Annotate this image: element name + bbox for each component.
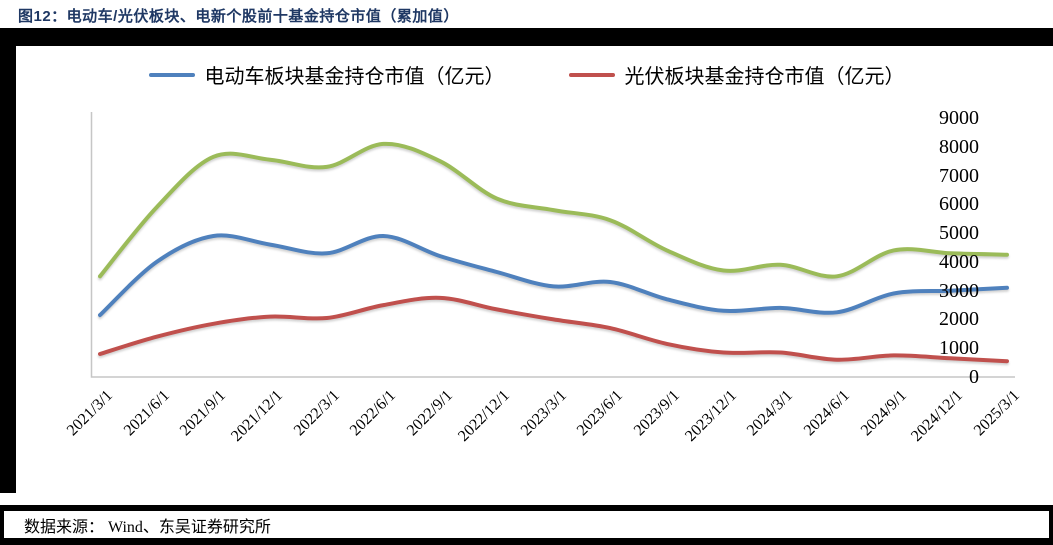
top-divider-band: [0, 28, 1053, 46]
y-tick-label: 1000: [939, 337, 979, 360]
source-footer: 数据来源： Wind、东吴证券研究所: [0, 505, 1053, 545]
series-line-2: [98, 295, 1009, 364]
legend-item-1: 光伏板块基金持仓市值（亿元）: [568, 60, 905, 89]
y-tick-label: 0: [969, 366, 979, 388]
chart-legend: 电动车板块基金持仓市值（亿元） 光伏板块基金持仓市值（亿元）: [0, 60, 1053, 89]
legend-label: 电动车板块基金持仓市值（亿元）: [204, 66, 505, 88]
y-tick-label: 4000: [939, 250, 979, 273]
y-tick-label: 8000: [939, 135, 979, 158]
y-tick-label: 5000: [939, 222, 979, 245]
legend-label: 光伏板块基金持仓市值（亿元）: [624, 66, 905, 88]
source-text: 数据来源： Wind、东吴证券研究所: [24, 518, 271, 536]
axis-lines: [90, 112, 1015, 378]
y-tick-label: 9000: [939, 107, 979, 129]
y-tick-label: 6000: [939, 193, 979, 216]
y-tick-label: 3000: [939, 279, 979, 302]
legend-line-swatch: [148, 72, 195, 77]
y-tick-label: 7000: [939, 164, 979, 187]
legend-item-0: 电动车板块基金持仓市值（亿元）: [148, 60, 505, 89]
legend-line-swatch: [568, 72, 615, 77]
series-line-1: [98, 233, 1009, 318]
y-tick-label: 2000: [939, 308, 979, 331]
left-edge-bar: [0, 46, 16, 493]
figure-title: 图12：电动车/光伏板块、电新个股前十基金持仓市值（累加值）: [18, 8, 459, 25]
series-line-0: [98, 141, 1009, 279]
